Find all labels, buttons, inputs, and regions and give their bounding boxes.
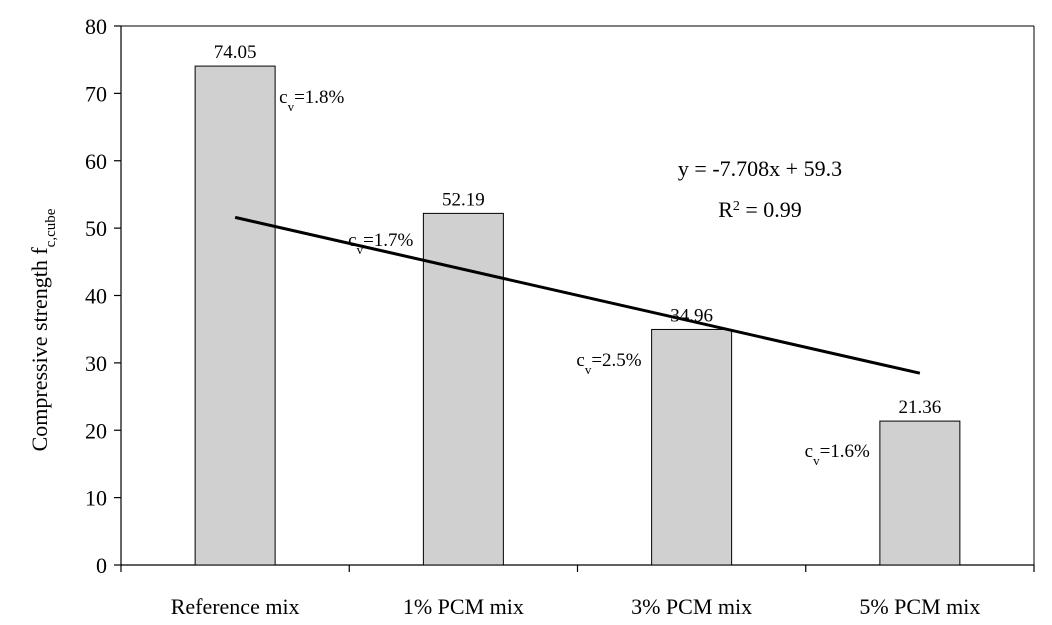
y-tick-label: 80 [85,14,107,39]
bars [194,65,961,566]
y-tick-label: 60 [85,149,107,174]
bar-value-label: 21.36 [899,397,942,418]
y-tick-label: 50 [85,216,107,241]
trendline-line [234,215,921,375]
cv-label: cv=1.8% [279,87,344,114]
bar-value-label: 74.05 [214,42,257,63]
trendline [234,215,921,375]
x-category-label: 5% PCM mix [859,594,980,619]
x-axis: Reference mix 1% PCM mix 3% PCM mix 5% PCM … [120,564,1035,619]
data-labels: 74.05 cv=1.8% 52.19 cv=1.7% 34.96 cv=2.5% 21.3… [214,42,942,467]
bar [879,420,961,566]
bar [194,65,276,566]
bar-value-label: 52.19 [442,189,485,210]
bar [422,212,504,566]
y-tick-label: 40 [85,284,107,309]
bar [651,328,733,566]
trendline-equation: y = -7.708x + 59.3 [678,156,842,181]
x-category-label: 3% PCM mix [631,594,752,619]
y-axis-title: Compressive strength fc,cube [27,208,59,451]
y-tick-label: 30 [85,351,107,376]
r-squared-exponent: 2 [733,199,740,214]
r-squared-value: = 0.99 [740,197,802,222]
x-category-label: 1% PCM mix [403,594,524,619]
y-tick-label: 20 [85,418,107,443]
y-axis: 0 10 20 30 40 50 60 70 80 [85,14,1035,578]
trendline-r-squared: R2 = 0.99 [718,197,802,222]
y-axis-title-main: Compressive strength f [27,247,52,452]
bar-value-label: 34.96 [670,305,713,326]
cv-label: cv=1.7% [348,230,413,257]
r-squared-symbol: R [718,197,733,222]
y-tick-label: 0 [96,553,107,578]
y-tick-label: 70 [85,81,107,106]
x-category-label: Reference mix [171,594,300,619]
y-tick-label: 10 [85,486,107,511]
y-axis-title-sub: c,cube [43,208,59,247]
cv-label: cv=1.6% [805,441,870,468]
cv-label: cv=2.5% [576,350,641,377]
